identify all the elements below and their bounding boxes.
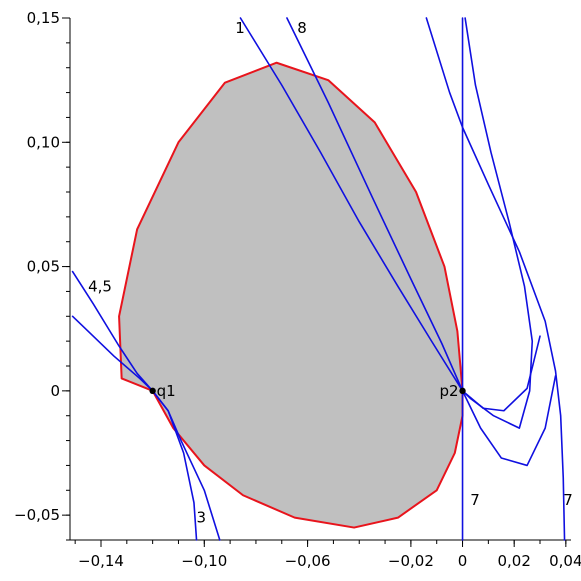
- x-tick-label: 0,02: [497, 552, 530, 570]
- y-tick-label: 0,05: [27, 258, 60, 276]
- y-tick-label: −0,05: [14, 506, 60, 524]
- y-tick-label: 0,15: [27, 9, 60, 27]
- curve-1: [239, 17, 541, 412]
- point-q1: [149, 387, 156, 395]
- curve-3: [425, 17, 566, 541]
- y-tick-label: 0,10: [27, 133, 60, 151]
- x-tick-label: 0,04: [549, 552, 581, 570]
- x-tick-label: −0,02: [388, 552, 434, 570]
- curve-4: [461, 17, 534, 429]
- curve-label: 3: [197, 509, 207, 527]
- curve-label: 7: [563, 491, 573, 509]
- point-label-p2: p2: [439, 382, 458, 400]
- point-p2: [459, 387, 466, 395]
- x-tick-label: 0: [458, 552, 468, 570]
- x-tick-label: −0,10: [181, 552, 227, 570]
- curve-label: 8: [297, 19, 307, 37]
- x-tick-label: −0,14: [78, 552, 124, 570]
- point-label-q1: q1: [157, 382, 176, 400]
- curve-label: 7: [470, 491, 480, 509]
- shaded-region-boundary: [118, 61, 464, 529]
- plot-area: −0,14 −0,10 −0,06 −0,02 0 0,02 0,04 0,15 0,10 0,0…: [14, 9, 581, 570]
- curve-label: 4,5: [88, 277, 112, 295]
- curve-label: 1: [235, 19, 245, 37]
- x-tick-label: −0,06: [285, 552, 331, 570]
- y-tick-label: 0: [50, 382, 60, 400]
